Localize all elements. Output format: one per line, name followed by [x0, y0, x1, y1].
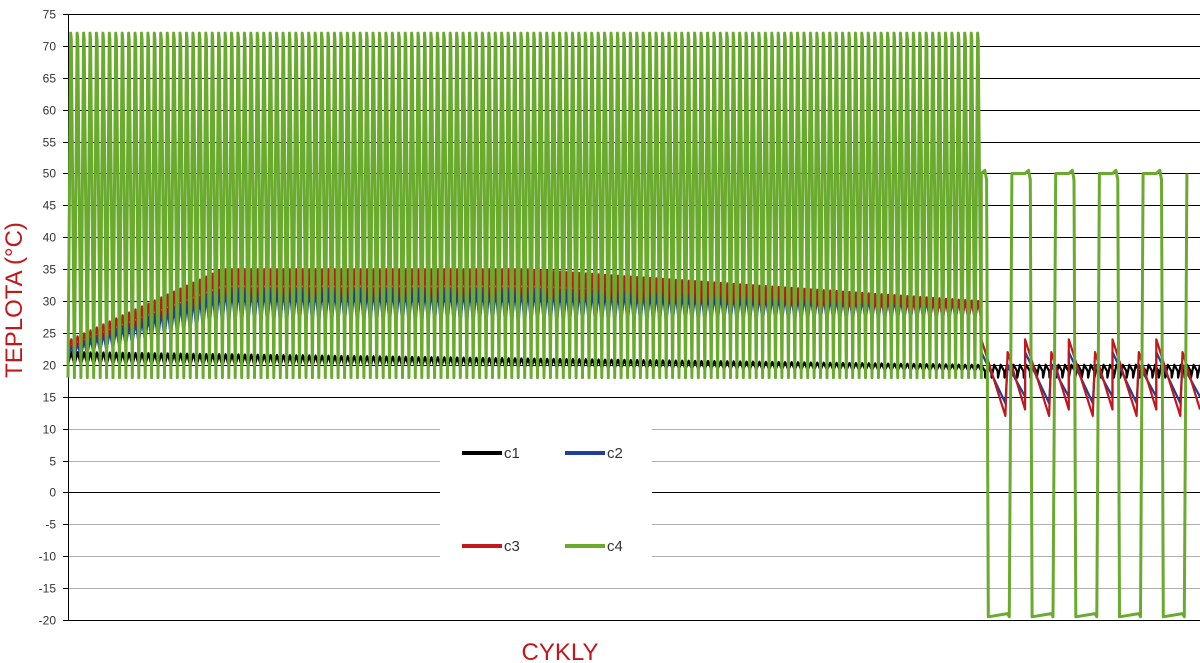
legend-label-c3: c3: [504, 538, 520, 555]
y-tick-label: 35: [43, 263, 57, 277]
y-tick-label: 10: [43, 423, 57, 437]
legend: c1 c2 c3 c4: [440, 425, 652, 575]
y-tick-label: 15: [43, 391, 57, 405]
x-axis-title: CYKLY: [522, 639, 599, 663]
y-tick-label: 30: [43, 295, 57, 309]
y-tick-label: 75: [43, 8, 57, 22]
y-tick-label: 20: [43, 359, 57, 373]
y-tick-label: 50: [43, 167, 57, 181]
y-axis-title: TEPLOTA (°C): [1, 222, 28, 378]
plot-area: [66, 31, 1200, 619]
legend-label-c2: c2: [607, 445, 623, 462]
y-tick-label: 70: [43, 40, 57, 54]
y-tick-label: 25: [43, 327, 57, 341]
y-tick-label: 55: [43, 136, 57, 150]
y-tick-label: 45: [43, 199, 57, 213]
y-axis-ticks: 757065605550454035302520151050-5-10-15-2…: [39, 8, 68, 628]
y-tick-label: 60: [43, 104, 57, 118]
legend-box: [440, 425, 652, 575]
y-tick-label: 40: [43, 231, 57, 245]
y-tick-label: 0: [49, 486, 56, 500]
legend-label-c4: c4: [607, 538, 623, 555]
y-tick-label: -15: [39, 582, 57, 596]
y-tick-label: -20: [39, 614, 57, 628]
legend-label-c1: c1: [504, 445, 520, 462]
y-tick-label: 65: [43, 72, 57, 86]
y-tick-label: -10: [39, 550, 57, 564]
series-line-c4: [66, 31, 1189, 619]
y-tick-label: 5: [49, 455, 56, 469]
y-tick-label: -5: [45, 518, 56, 532]
